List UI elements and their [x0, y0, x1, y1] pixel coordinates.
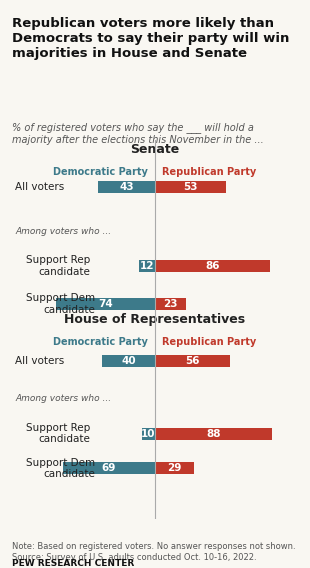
Text: 29: 29 [167, 463, 182, 473]
Text: House of Representatives: House of Representatives [64, 314, 246, 326]
Text: Republican Party: Republican Party [162, 337, 256, 347]
FancyBboxPatch shape [155, 298, 186, 310]
Text: 23: 23 [163, 299, 178, 309]
Text: 69: 69 [102, 463, 116, 473]
Text: 74: 74 [98, 299, 113, 309]
FancyBboxPatch shape [98, 181, 155, 193]
FancyBboxPatch shape [155, 462, 194, 474]
FancyBboxPatch shape [56, 298, 155, 310]
Text: 86: 86 [205, 261, 219, 272]
FancyBboxPatch shape [155, 181, 226, 193]
FancyBboxPatch shape [63, 462, 155, 474]
FancyBboxPatch shape [155, 428, 272, 440]
Text: Democratic Party: Democratic Party [53, 337, 148, 347]
Text: Support Dem
candidate: Support Dem candidate [26, 294, 95, 315]
Text: Among voters who ...: Among voters who ... [15, 227, 111, 236]
Text: PEW RESEARCH CENTER: PEW RESEARCH CENTER [12, 559, 135, 568]
Text: 56: 56 [185, 356, 200, 366]
Text: Democratic Party: Democratic Party [53, 166, 148, 177]
FancyBboxPatch shape [155, 355, 230, 367]
Text: Republican voters more likely than
Democrats to say their party will win
majorit: Republican voters more likely than Democ… [12, 17, 290, 60]
Text: Support Dem
candidate: Support Dem candidate [26, 458, 95, 479]
FancyBboxPatch shape [142, 428, 155, 440]
Text: Support Rep
candidate: Support Rep candidate [26, 256, 90, 277]
FancyBboxPatch shape [102, 355, 155, 367]
Text: All voters: All voters [15, 182, 64, 193]
Text: 43: 43 [119, 182, 134, 193]
Text: Senate: Senate [131, 143, 179, 156]
Text: % of registered voters who say the ___ will hold a
majority after the elections : % of registered voters who say the ___ w… [12, 122, 264, 145]
Text: 40: 40 [121, 356, 136, 366]
FancyBboxPatch shape [155, 260, 270, 272]
Text: Note: Based on registered voters. No answer responses not shown.
Source: Survey : Note: Based on registered voters. No ans… [12, 542, 296, 562]
Text: 53: 53 [183, 182, 197, 193]
Text: 12: 12 [140, 261, 154, 272]
Text: All voters: All voters [15, 356, 64, 366]
Text: 10: 10 [141, 429, 156, 438]
Text: Among voters who ...: Among voters who ... [15, 394, 111, 403]
FancyBboxPatch shape [139, 260, 155, 272]
Text: Support Rep
candidate: Support Rep candidate [26, 423, 90, 444]
Text: Republican Party: Republican Party [162, 166, 256, 177]
Text: 88: 88 [206, 429, 221, 438]
